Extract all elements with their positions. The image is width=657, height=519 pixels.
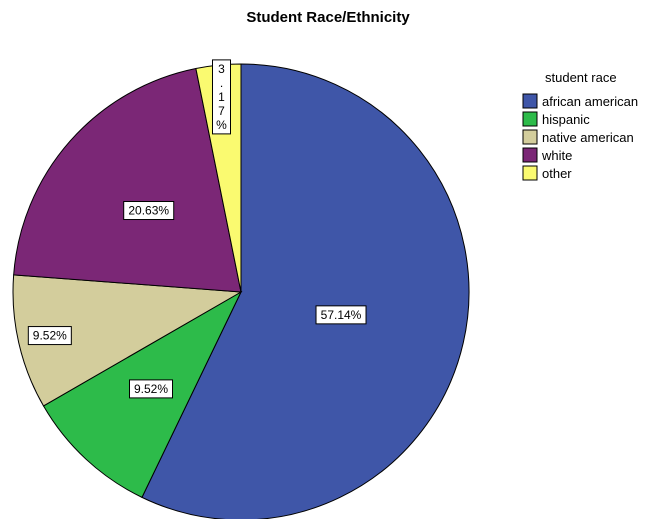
legend-swatch (522, 93, 538, 109)
pie-slice-native-american (12, 274, 243, 407)
legend-item-african-american: african american (522, 93, 638, 109)
pie-label-native-american: 9.52% (27, 326, 72, 346)
chart-title: Student Race/Ethnicity (246, 9, 410, 26)
legend-item-other: other (522, 165, 572, 181)
legend-title: student race (545, 70, 617, 85)
legend-label: native american (542, 130, 634, 145)
pie-slice-african-american (141, 63, 470, 519)
pie-label-white: 20.63% (123, 201, 175, 221)
legend: student race african american hispanic nat… (522, 70, 638, 181)
legend-item-white: white (522, 147, 572, 163)
legend-swatch (522, 165, 538, 181)
legend-swatch (522, 147, 538, 163)
svg-text:9.52%: 9.52% (134, 382, 168, 396)
svg-text:9.52%: 9.52% (33, 329, 67, 343)
legend-label: african american (542, 94, 638, 109)
legend-label: other (542, 166, 572, 181)
pie-slices (12, 63, 470, 519)
svg-text:20.63%: 20.63% (128, 204, 169, 218)
pie-label-other: 3. 1 7% (212, 59, 232, 135)
svg-text:3.17%: 3. 1 7% (216, 62, 227, 132)
pie-slice-white (13, 67, 242, 293)
legend-item-hispanic: hispanic (522, 111, 590, 127)
legend-label: white (541, 148, 572, 163)
legend-label: hispanic (542, 112, 590, 127)
pie-label-african-american: 57.14% (315, 305, 367, 325)
legend-swatch (522, 129, 538, 145)
svg-text:57.14%: 57.14% (321, 308, 362, 322)
pie-label-hispanic: 9.52% (129, 379, 174, 399)
legend-swatch (522, 111, 538, 127)
legend-item-native-american: native american (522, 129, 634, 145)
pie-labels: 57.14% 9.52% 9.52% 20.63% 3. 1 7% (27, 59, 367, 399)
